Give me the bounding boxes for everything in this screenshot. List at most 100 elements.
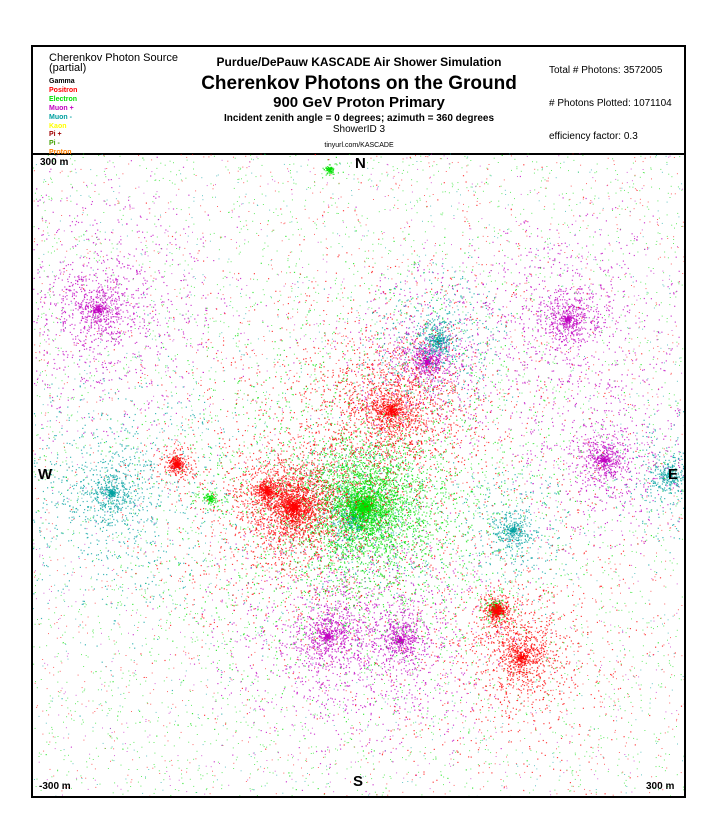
photon-point bbox=[68, 589, 70, 591]
photon-point bbox=[399, 708, 401, 709]
photon-point bbox=[148, 321, 150, 323]
photon-point bbox=[593, 774, 595, 776]
photon-point bbox=[61, 790, 63, 792]
photon-point bbox=[246, 167, 248, 169]
photon-point bbox=[232, 307, 234, 309]
photon-point bbox=[478, 377, 480, 379]
photon-point bbox=[504, 189, 506, 191]
photon-point bbox=[479, 165, 481, 167]
photon-point bbox=[523, 305, 525, 307]
photon-point bbox=[51, 728, 53, 730]
photon-point bbox=[473, 581, 475, 583]
photon-point bbox=[624, 276, 626, 278]
photon-point bbox=[256, 382, 258, 384]
photon-point bbox=[337, 713, 339, 715]
photon-point bbox=[347, 320, 349, 322]
photon-point bbox=[360, 774, 362, 775]
photon-point bbox=[549, 492, 551, 494]
photon-point bbox=[59, 172, 61, 174]
photon-point bbox=[499, 405, 501, 407]
photon-point bbox=[660, 403, 662, 405]
photon-point bbox=[432, 434, 434, 436]
photon-point bbox=[291, 772, 293, 774]
photon-point bbox=[160, 561, 162, 563]
photon-point bbox=[178, 617, 180, 618]
photon-point bbox=[303, 236, 305, 238]
photon-point bbox=[430, 541, 432, 543]
photon-point bbox=[670, 664, 672, 666]
photon-point bbox=[308, 747, 310, 749]
photon-point bbox=[659, 686, 661, 688]
photon-point bbox=[595, 791, 597, 793]
photon-point bbox=[158, 653, 160, 655]
photon-point bbox=[253, 578, 255, 580]
photon-point bbox=[317, 408, 319, 410]
photon-point bbox=[605, 295, 607, 297]
photon-point bbox=[388, 790, 390, 792]
photon-point bbox=[306, 646, 308, 648]
photon-point bbox=[59, 670, 61, 672]
photon-point bbox=[346, 742, 348, 744]
photon-point bbox=[460, 637, 462, 639]
photon-point bbox=[649, 656, 651, 657]
photon-point bbox=[544, 344, 546, 346]
photon-point bbox=[406, 221, 408, 223]
photon-point bbox=[485, 592, 487, 594]
photon-point bbox=[509, 331, 511, 332]
photon-point bbox=[372, 185, 374, 187]
photon-point bbox=[164, 271, 166, 273]
photon-point bbox=[432, 602, 434, 604]
photon-point bbox=[393, 207, 395, 209]
photon-point bbox=[386, 171, 388, 173]
photon-point bbox=[78, 631, 80, 633]
photon-point bbox=[397, 622, 399, 624]
photon-point bbox=[611, 684, 613, 685]
photon-point bbox=[673, 503, 675, 505]
photon-point bbox=[319, 314, 321, 316]
photon-point bbox=[484, 286, 486, 288]
photon-point bbox=[523, 208, 525, 210]
photon-point bbox=[345, 233, 346, 235]
photon-point bbox=[601, 593, 602, 595]
photon-point bbox=[147, 375, 149, 376]
photon-point bbox=[443, 403, 445, 405]
photon-point bbox=[473, 480, 474, 482]
photon-point bbox=[608, 563, 610, 565]
photon-point bbox=[586, 558, 588, 560]
photon-point bbox=[340, 605, 342, 607]
photon-point bbox=[477, 183, 479, 185]
photon-point bbox=[88, 354, 90, 356]
photon-point bbox=[519, 620, 521, 622]
photon-point bbox=[209, 623, 211, 625]
photon-point bbox=[71, 414, 73, 416]
photon-point bbox=[292, 316, 294, 318]
photon-point bbox=[223, 453, 225, 455]
photon-point bbox=[646, 622, 648, 624]
photon-point bbox=[361, 328, 363, 330]
photon-point bbox=[365, 617, 367, 619]
photon-point bbox=[164, 232, 166, 234]
photon-point bbox=[285, 392, 286, 394]
photon-point bbox=[204, 313, 206, 315]
photon-point bbox=[623, 363, 625, 365]
photon-point bbox=[48, 433, 50, 435]
photon-point bbox=[660, 302, 662, 304]
photon-point bbox=[662, 284, 664, 286]
photon-point bbox=[432, 194, 434, 195]
photon-point bbox=[432, 733, 434, 735]
photon-point bbox=[621, 530, 623, 532]
photon-point bbox=[136, 751, 138, 753]
photon-point bbox=[287, 664, 289, 665]
photon-point bbox=[87, 632, 88, 634]
photon-point bbox=[279, 290, 281, 292]
photon-point bbox=[359, 646, 361, 648]
photon-point bbox=[242, 398, 244, 400]
photon-point bbox=[316, 624, 318, 626]
photon-point bbox=[553, 641, 555, 643]
photon-point bbox=[385, 297, 387, 299]
photon-point bbox=[359, 722, 361, 724]
photon-point bbox=[466, 572, 468, 574]
photon-point bbox=[81, 214, 83, 216]
photon-point bbox=[559, 711, 561, 712]
photon-point bbox=[683, 256, 684, 258]
